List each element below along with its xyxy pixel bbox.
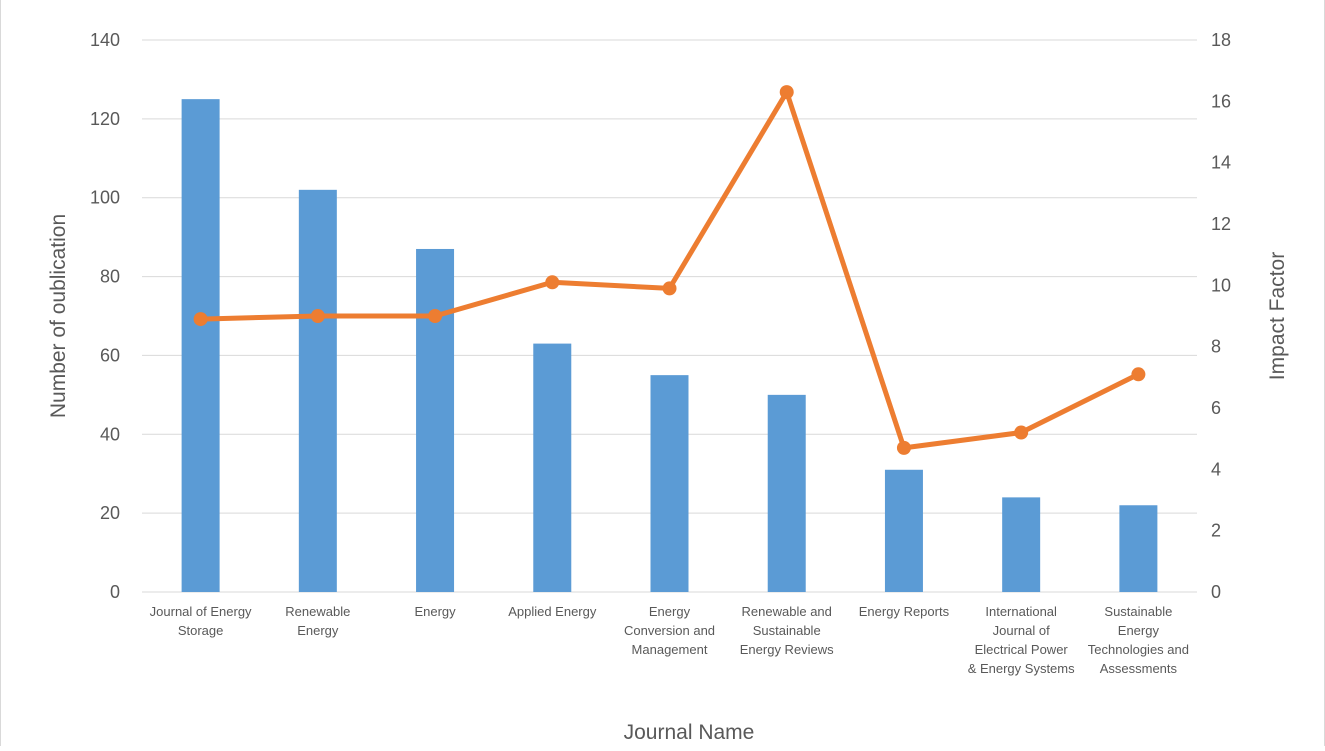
- line-point: [896, 440, 911, 455]
- y2-tick-label: 18: [1211, 30, 1231, 50]
- y-tick-label: 60: [100, 345, 120, 365]
- bar: [884, 469, 923, 592]
- bar: [767, 394, 806, 592]
- y2-tick-label: 2: [1211, 521, 1221, 541]
- bar: [298, 189, 337, 593]
- bar: [181, 99, 220, 593]
- line-point: [662, 281, 677, 296]
- line-point: [193, 312, 208, 327]
- category-labels: Journal of Energy Storage Renewable Energy E…: [150, 604, 1189, 676]
- y2-tick-label: 10: [1211, 275, 1231, 295]
- y2-tick-label: 0: [1211, 582, 1221, 602]
- category-label: Applied Energy: [508, 604, 597, 619]
- y2-tick-label: 8: [1211, 337, 1221, 357]
- bar: [416, 248, 455, 592]
- category-label: Energy Reports: [859, 604, 950, 619]
- line-point: [310, 309, 325, 323]
- bar: [650, 375, 689, 592]
- line-point: [1131, 367, 1146, 382]
- y2-axis-title: Impact Factor: [1266, 252, 1289, 380]
- category-label: Energy Conversion and Management: [624, 604, 715, 657]
- x-axis-title: Journal Name: [624, 721, 755, 744]
- y-tick-label: 40: [100, 424, 120, 444]
- y-tick-label: 100: [90, 188, 120, 208]
- line-point: [1014, 425, 1029, 440]
- y-tick-label: 20: [100, 503, 120, 523]
- y-axis-title: Number of oublication: [47, 214, 70, 418]
- category-label: Journal of Energy Storage: [150, 604, 252, 638]
- y2-tick-label: 6: [1211, 398, 1221, 418]
- y2-tick-label: 14: [1211, 153, 1231, 173]
- category-label: Sustainable Energy Technologies and Assessm…: [1088, 604, 1189, 676]
- y2-tick-label: 12: [1211, 214, 1231, 234]
- bar: [1119, 505, 1158, 592]
- y-tick-label: 0: [110, 582, 120, 602]
- line-point: [779, 85, 794, 100]
- category-label: International Journal of Electrical Power &…: [968, 604, 1075, 676]
- y-tick-label: 120: [90, 109, 120, 129]
- y-tick-label: 140: [90, 30, 120, 50]
- category-label: Energy: [414, 604, 456, 619]
- bar: [533, 343, 572, 592]
- category-label: Renewable and Sustainable Energy Reviews: [740, 604, 834, 657]
- y2-tick-label: 16: [1211, 91, 1231, 111]
- category-label: Renewable Energy: [285, 604, 350, 638]
- axis-ticks: 0 20 40 60 80 100 120 140 0 2 4 6 8 10 12 14 16 18: [90, 30, 1231, 602]
- bar: [1002, 497, 1041, 592]
- line-point: [545, 275, 560, 290]
- line-point: [428, 309, 443, 323]
- y-tick-label: 80: [100, 267, 120, 287]
- line-series: [193, 85, 1146, 455]
- bar-series: [181, 99, 1158, 593]
- y2-tick-label: 4: [1211, 459, 1221, 479]
